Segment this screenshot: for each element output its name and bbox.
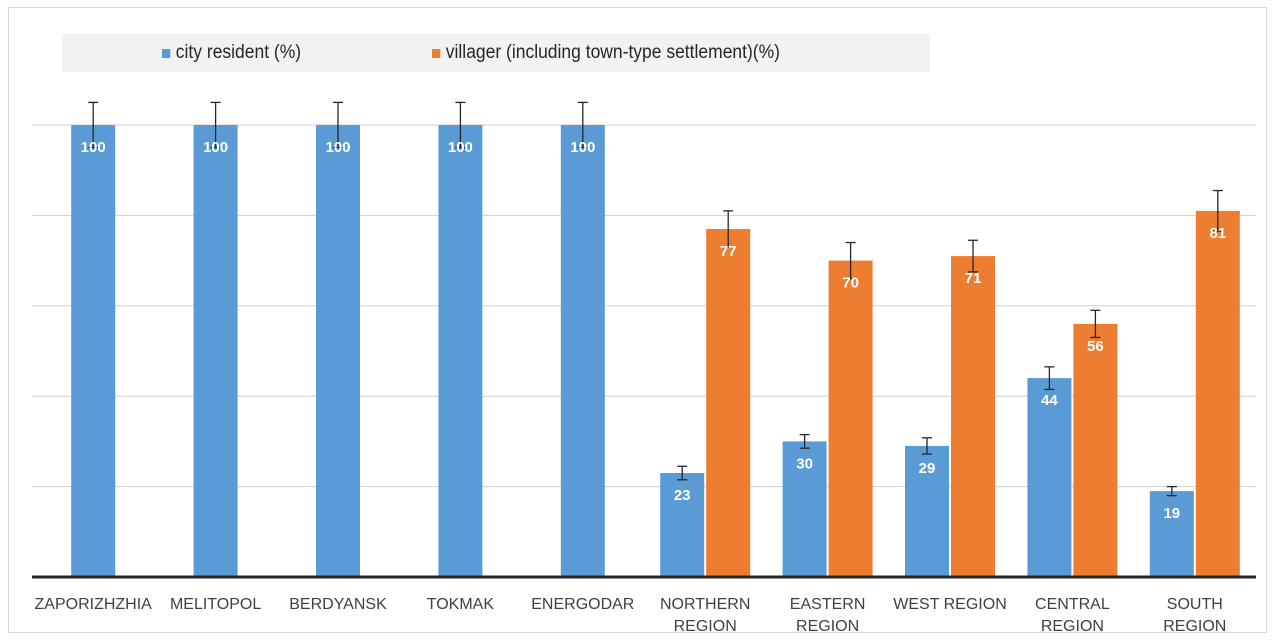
data-label-city-4: 100 xyxy=(570,139,595,156)
category-label-line: SOUTH xyxy=(1167,596,1223,613)
legend-item-villager: villager (including town-type settlement… xyxy=(432,34,780,72)
bar-city-9 xyxy=(1149,491,1194,577)
category-label-8: CENTRAL REGION xyxy=(1035,596,1110,635)
data-label-villager-7: 71 xyxy=(965,270,982,287)
data-label-villager-8: 56 xyxy=(1087,338,1104,355)
bar-city-7 xyxy=(905,445,949,577)
category-label-line: REGION xyxy=(1041,618,1104,635)
data-label-city-1: 100 xyxy=(203,139,228,156)
bar-city-2 xyxy=(316,125,360,577)
category-label-line: BERDYANSK xyxy=(289,596,387,613)
data-label-city-0: 100 xyxy=(81,139,106,156)
category-label-line: REGION xyxy=(796,618,859,635)
bar-villager-5 xyxy=(706,228,751,577)
legend-label-villager: villager (including town-type settlement… xyxy=(445,42,781,63)
data-label-villager-9: 81 xyxy=(1209,225,1226,242)
category-label-line: NORTHERN xyxy=(660,596,750,613)
bar-city-1 xyxy=(193,125,238,577)
bar-city-3 xyxy=(438,125,483,577)
category-label-line: CENTRAL xyxy=(1035,596,1110,613)
data-label-city-5: 23 xyxy=(674,487,691,504)
legend-item-city: city resident (%) xyxy=(162,34,301,72)
category-label-7: WEST REGION xyxy=(893,596,1007,613)
legend-swatch-villager xyxy=(432,48,441,58)
data-label-villager-5: 77 xyxy=(720,243,737,260)
category-label-line: WEST REGION xyxy=(893,596,1007,613)
category-label-9: SOUTH REGION xyxy=(1163,596,1226,635)
legend: city resident (%) villager (including to… xyxy=(62,34,930,72)
category-label-line: REGION xyxy=(1163,618,1226,635)
category-label-line: TOKMAK xyxy=(427,596,495,613)
category-label-5: NORTHERN REGION xyxy=(660,596,750,635)
category-label-4: ENERGODAR xyxy=(531,596,634,613)
bar-villager-8 xyxy=(1073,323,1118,577)
category-label-3: TOKMAK xyxy=(427,596,495,613)
bar-villager-9 xyxy=(1195,210,1240,577)
category-label-2: BERDYANSK xyxy=(289,596,387,613)
category-label-line: ZAPORIZHZHIA xyxy=(35,596,153,613)
bar-city-4 xyxy=(560,125,605,577)
category-label-line: EASTERN xyxy=(790,596,866,613)
category-label-line: ENERGODAR xyxy=(531,596,634,613)
category-label-line: MELITOPOL xyxy=(170,596,261,613)
bar-city-6 xyxy=(782,441,827,577)
bar-city-8 xyxy=(1027,378,1072,577)
legend-swatch-city xyxy=(162,48,171,58)
bar-villager-6 xyxy=(828,260,873,577)
category-label-line: REGION xyxy=(674,618,737,635)
data-label-city-9: 19 xyxy=(1163,505,1180,522)
bar-villager-7 xyxy=(951,256,995,577)
legend-label-city: city resident (%) xyxy=(175,42,302,63)
data-label-villager-6: 70 xyxy=(842,275,859,292)
category-label-6: EASTERN REGION xyxy=(790,596,866,635)
data-label-city-2: 100 xyxy=(325,139,350,156)
category-label-1: MELITOPOL xyxy=(170,596,261,613)
data-label-city-3: 100 xyxy=(448,139,473,156)
bar-city-0 xyxy=(71,125,116,577)
data-label-city-6: 30 xyxy=(796,455,813,472)
data-label-city-7: 29 xyxy=(919,460,936,477)
category-label-0: ZAPORIZHZHIA xyxy=(35,596,153,613)
bar-city-5 xyxy=(660,473,705,577)
data-label-city-8: 44 xyxy=(1041,392,1058,409)
